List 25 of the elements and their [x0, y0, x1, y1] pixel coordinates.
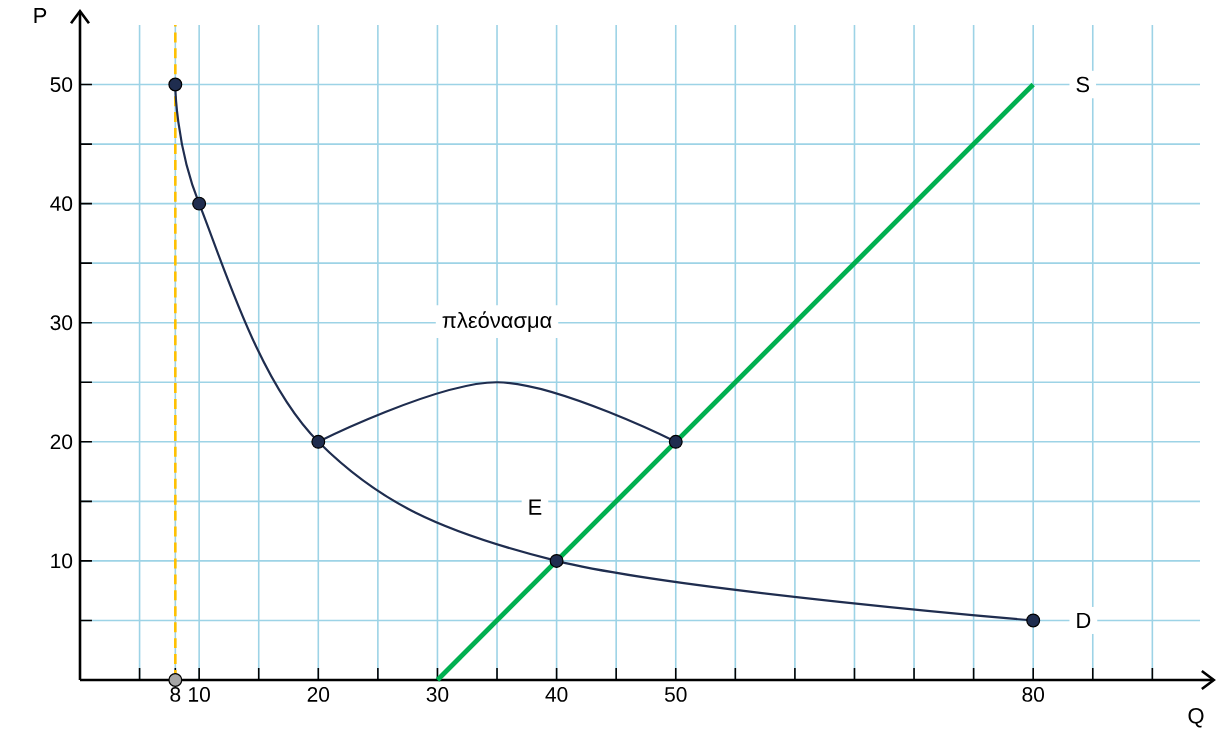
point — [668, 434, 683, 449]
x-tick-label: 80 — [1022, 687, 1045, 702]
x-tick-label: 20 — [307, 687, 330, 702]
point — [168, 673, 183, 687]
point — [192, 196, 207, 211]
y-tick-label: 10 — [51, 553, 73, 569]
y-tick-label: 50 — [50, 77, 73, 92]
annotation: E — [529, 499, 542, 515]
x-tick-label: 50 — [664, 687, 687, 702]
y-tick-label: 30 — [50, 315, 73, 331]
x-tick-label: 10 — [189, 687, 210, 702]
series-label: D — [1077, 612, 1091, 628]
point — [549, 553, 564, 568]
x-tick-label: 8 — [170, 687, 181, 702]
x-axis-title: Q — [1188, 708, 1204, 728]
y-tick-label: 40 — [50, 196, 73, 212]
point — [1026, 613, 1041, 628]
point — [168, 77, 183, 92]
series-label: S — [1076, 76, 1090, 93]
x-tick-label: 30 — [426, 687, 449, 702]
text: πλεόνασμα — [442, 311, 552, 333]
x-tick-label: 40 — [545, 687, 568, 702]
y-axis-title: P — [34, 8, 47, 24]
point — [311, 434, 326, 449]
y-tick-label: 20 — [50, 434, 73, 450]
